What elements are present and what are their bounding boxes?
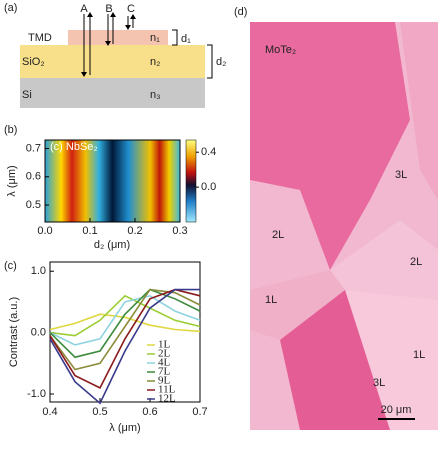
legend-label: 9L [158, 375, 171, 387]
refractive-index: n₁ [150, 32, 160, 44]
colorbar-tick-label: 0.4 [201, 146, 216, 158]
x-tick-label: 0.3 [172, 225, 187, 237]
layer-label: TMD [28, 32, 52, 44]
y-tick-label: 1.0 [31, 265, 46, 277]
y-tick-label: 0.6 [26, 171, 41, 183]
x-tick-label: 0.1 [82, 225, 97, 237]
ray-label: B [105, 3, 112, 15]
x-tick-label: 0.6 [142, 406, 157, 418]
refractive-index: n₂ [150, 56, 160, 68]
region-label: 2L [272, 229, 284, 241]
layer-label: Si [22, 89, 32, 101]
si-layer [20, 78, 205, 108]
y-tick-label: 0.5 [26, 199, 41, 211]
material-label: MoTe₂ [265, 44, 296, 56]
colorbar-tick-label: 0.0 [201, 181, 216, 193]
refractive-index: n₃ [150, 89, 161, 101]
layer-label: SiO₂ [22, 56, 45, 68]
panel-label: (b) [4, 124, 17, 136]
x-tick-label: 0.5 [92, 406, 107, 418]
legend-label: 12L [158, 393, 176, 405]
panel-label: (c) [4, 260, 17, 272]
region-label: 1L [413, 349, 425, 361]
rays [83, 14, 213, 79]
ray-label: A [80, 3, 88, 15]
y-axis-label: Contrast (a.u.) [8, 297, 20, 367]
region-label: 2L [410, 256, 422, 268]
plot-frame [49, 261, 201, 403]
series-line [49, 313, 201, 333]
tmd-layer [68, 30, 168, 45]
x-tick-label: 0.4 [42, 406, 57, 418]
series-line [49, 294, 201, 346]
y-tick-label: 0.7 [26, 142, 41, 154]
arrowheads [81, 12, 136, 77]
legend-label: 4L [158, 357, 171, 369]
x-axis-label: d₂ (μm) [94, 239, 130, 251]
micrograph [250, 22, 438, 430]
x-tick-label: 0.2 [127, 225, 142, 237]
series-line [49, 288, 200, 405]
x-tick-label: 0.0 [37, 225, 52, 237]
panel-a [20, 12, 213, 108]
ray-label: C [127, 3, 135, 15]
inset-label: (c) NbSe₂ [50, 141, 98, 153]
heatmap [45, 140, 180, 222]
panel-label: (a) [4, 2, 17, 14]
plot-frame [44, 139, 181, 223]
x-tick-label: 0.7 [192, 406, 207, 418]
panel-label: (d) [234, 6, 247, 18]
legend-label: 7L [158, 366, 171, 378]
thickness-label: d₁ [181, 33, 191, 45]
thickness-label: d₂ [216, 56, 226, 68]
legend-label: 2L [158, 348, 171, 360]
series-line [49, 288, 201, 359]
scale-bar-label: 20 μm [381, 404, 412, 416]
series-line [49, 288, 201, 371]
region-label: 3L [373, 377, 385, 389]
series-line [49, 288, 201, 389]
colorbar [185, 139, 197, 223]
region-label: 1L [265, 294, 277, 306]
y-tick-label: -1.0 [27, 388, 46, 400]
x-axis-label: λ (μm) [109, 422, 140, 434]
legend-label: 11L [158, 384, 176, 396]
region-label: 3L [395, 169, 407, 181]
y-tick-label: 0.0 [31, 327, 46, 339]
y-axis-label: λ (μm) [6, 165, 18, 196]
sio2-layer [20, 45, 205, 78]
series-line [49, 294, 201, 337]
legend-label: 1L [158, 339, 171, 351]
